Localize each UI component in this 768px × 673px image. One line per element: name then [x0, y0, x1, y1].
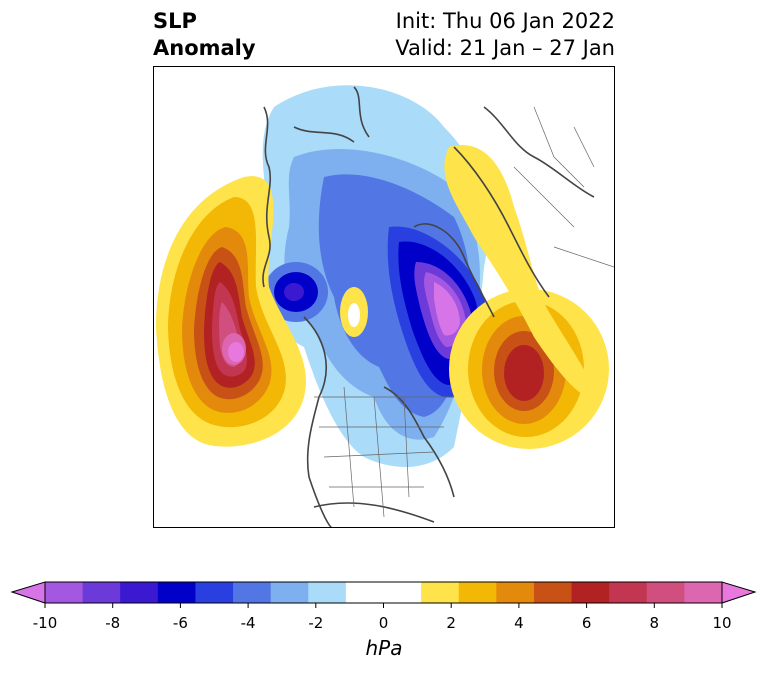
valid-label: Valid: 21 Jan – 27 Jan — [395, 36, 615, 60]
positive-anomaly-region — [228, 342, 244, 362]
colorbar-segment — [270, 582, 309, 603]
colorbar-tick-label: -2 — [308, 614, 324, 632]
init-label: Init: Thu 06 Jan 2022 — [395, 9, 615, 33]
colorbar-segment — [308, 582, 347, 603]
units-label: hPa — [365, 636, 403, 660]
colorbar-segment — [120, 582, 159, 603]
colorbar-tick-label: -10 — [32, 614, 58, 632]
colorbar-tick-label: 0 — [378, 614, 389, 632]
colorbar-segment — [157, 582, 196, 603]
anomaly-map — [153, 66, 615, 528]
colorbar — [10, 581, 757, 608]
colorbar-segment — [345, 582, 384, 603]
colorbar-segment — [533, 582, 573, 603]
forecast-info: Init: Thu 06 Jan 2022 Valid: 21 Jan – 27… — [395, 8, 615, 62]
colorbar-segment — [684, 582, 723, 603]
negative-anomaly-region — [284, 283, 304, 301]
colorbar-tick-label: 4 — [514, 614, 524, 632]
colorbar-tick-label: 6 — [581, 614, 592, 632]
colorbar-tick-label: 8 — [649, 614, 660, 632]
colorbar-segment — [421, 582, 460, 603]
colorbar-segments — [45, 582, 723, 603]
colorbar-segment — [646, 582, 685, 603]
colorbar-segment — [233, 582, 272, 603]
coastlines — [262, 86, 595, 527]
map-canvas — [156, 85, 614, 527]
colorbar-segment — [195, 582, 234, 603]
field-label: Anomaly — [153, 36, 256, 60]
colorbar-segment — [82, 582, 121, 603]
colorbar-segment — [571, 582, 610, 603]
colorbar-tick-label: -6 — [172, 614, 188, 632]
colorbar-segment — [458, 582, 497, 603]
colorbar-max-extension — [721, 581, 757, 604]
map-title: SLP Anomaly — [153, 8, 256, 62]
colorbar-tick-label: -4 — [240, 614, 256, 632]
colorbar-min-extension — [10, 581, 46, 604]
colorbar-tick-label: -8 — [105, 614, 121, 632]
negative-anomaly-region — [434, 282, 460, 336]
borders — [314, 106, 614, 518]
colorbar-segment — [609, 582, 648, 603]
colorbar-segment — [383, 582, 422, 603]
variable-label: SLP — [153, 9, 197, 33]
positive-anomaly-region — [348, 303, 360, 327]
positive-anomaly-region — [504, 345, 544, 401]
colorbar-tick-label: 10 — [712, 614, 732, 632]
colorbar-segment — [496, 582, 535, 603]
positive-anomaly-region — [444, 145, 599, 399]
colorbar-segment — [45, 582, 84, 603]
colorbar-tick-label: 2 — [446, 614, 456, 632]
